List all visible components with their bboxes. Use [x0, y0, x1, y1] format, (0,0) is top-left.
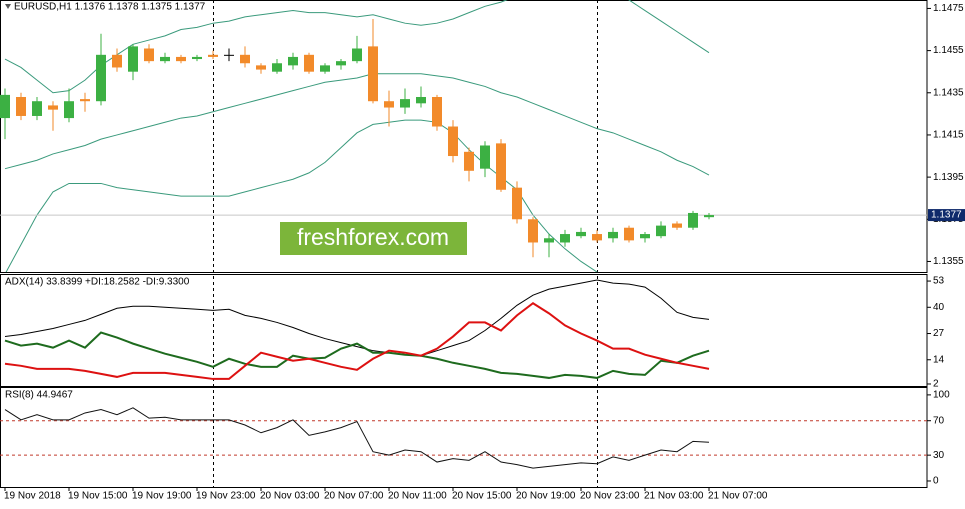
bollinger-lower: [5, 119, 598, 272]
y-tick-label: 1.1415: [933, 130, 964, 141]
candle-body: [480, 145, 490, 169]
panel-plot: [4, 279, 710, 380]
bollinger-middle: [4, 73, 710, 176]
indicator-line: [4, 302, 710, 380]
x-tick-label: 20 Nov 03:00: [260, 491, 320, 502]
y-tick-label: 1.1455: [933, 45, 964, 56]
candle-body: [688, 212, 698, 228]
candle-body: [384, 101, 394, 108]
y-tick-label: 30: [933, 450, 945, 461]
frames: [0, 0, 928, 488]
candle-body: [512, 187, 522, 220]
candle-body: [400, 99, 410, 108]
x-tick-label: 19 Nov 2018: [4, 491, 61, 502]
candle-body: [80, 99, 90, 102]
candle-body: [672, 223, 682, 228]
y-tick-label: 1.1435: [933, 87, 964, 98]
watermark: freshforex.com: [297, 224, 449, 250]
candle-body: [64, 101, 74, 119]
y-tick-label: 70: [933, 415, 945, 426]
y-tick-label: 0: [933, 476, 939, 487]
candle-body: [320, 65, 330, 72]
candle-body: [576, 231, 586, 237]
last-price-box: [928, 209, 965, 222]
y-tick-label: 1.1475: [933, 3, 964, 14]
x-tick-label: 20 Nov 15:00: [452, 491, 512, 502]
candle-body: [496, 143, 506, 190]
symbol-icon: [5, 4, 11, 9]
candle-body: [16, 96, 26, 116]
bollinger-upper: [4, 0, 710, 94]
candle-body: [656, 225, 666, 237]
candle-body: [416, 96, 426, 104]
candle-body: [0, 94, 10, 119]
panel-title: RSI(8) 44.9467: [5, 390, 73, 401]
candle-body: [368, 46, 378, 102]
candle-body: [176, 56, 186, 62]
x-tick-label: 19 Nov 19:00: [132, 491, 192, 502]
panel-plot: [0, 0, 927, 272]
y-tick-label: 14: [933, 354, 945, 365]
candle-body: [528, 219, 538, 243]
y-tick-label: 100: [933, 390, 950, 401]
candle-body: [112, 54, 122, 68]
y-tick-label: 53: [933, 276, 945, 287]
candle-body: [448, 126, 458, 157]
y-tick-label: 40: [933, 302, 945, 313]
panel-title: EURUSD,H1 1.1376 1.1378 1.1375 1.1377: [14, 2, 206, 13]
candle-body: [464, 151, 474, 171]
x-tick-label: 19 Nov 15:00: [68, 491, 128, 502]
x-tick-label: 20 Nov 23:00: [580, 491, 640, 502]
x-tick-label: 21 Nov 03:00: [644, 491, 704, 502]
candle-body: [160, 56, 170, 62]
candle-body: [208, 54, 218, 57]
candle-body: [544, 238, 554, 243]
x-tick-label: 20 Nov 11:00: [388, 491, 447, 502]
candle-body: [272, 63, 282, 72]
candle-body: [304, 54, 314, 72]
candle-body: [48, 105, 58, 110]
candle-body: [336, 61, 346, 66]
candle-body: [128, 46, 138, 72]
last-price-label: 1.1377: [931, 210, 962, 221]
x-tick-label: 21 Nov 07:00: [708, 491, 768, 502]
indicator-line: [4, 279, 710, 357]
candle-body: [624, 227, 634, 241]
candle-body: [592, 234, 602, 241]
indicator-line: [4, 331, 710, 379]
rsi-panel-frame: [0, 387, 928, 488]
y-tick-label: 27: [933, 328, 945, 339]
x-tick-label: 20 Nov 19:00: [516, 491, 576, 502]
watermark-box: [280, 222, 467, 255]
main-panel-frame: [0, 0, 928, 273]
candle-body: [144, 48, 154, 62]
candle-body: [32, 101, 42, 116]
candle-body: [224, 54, 234, 56]
x-tick-label: 20 Nov 07:00: [324, 491, 384, 502]
candle-body: [240, 54, 250, 64]
candle-body: [640, 234, 650, 239]
candle-body: [608, 231, 618, 239]
y-tick-label: 2: [933, 379, 939, 390]
y-tick-label: 1.1355: [933, 256, 964, 267]
candle-body: [432, 96, 442, 127]
y-tick-label: 1.1395: [933, 172, 964, 183]
candle-body: [288, 56, 298, 66]
candle-body: [192, 56, 202, 60]
panel-plot: [0, 407, 927, 469]
candle-body: [704, 215, 714, 218]
panel-title: ADX(14) 33.8399 +DI:18.2582 -DI:9.3300: [5, 277, 190, 288]
candle-body: [352, 48, 362, 62]
candle-body: [256, 65, 266, 70]
candle-body: [96, 54, 106, 102]
candle-body: [560, 234, 570, 243]
indicator-line: [4, 407, 710, 469]
adx-panel-frame: [0, 274, 928, 387]
x-tick-label: 19 Nov 23:00: [196, 491, 256, 502]
